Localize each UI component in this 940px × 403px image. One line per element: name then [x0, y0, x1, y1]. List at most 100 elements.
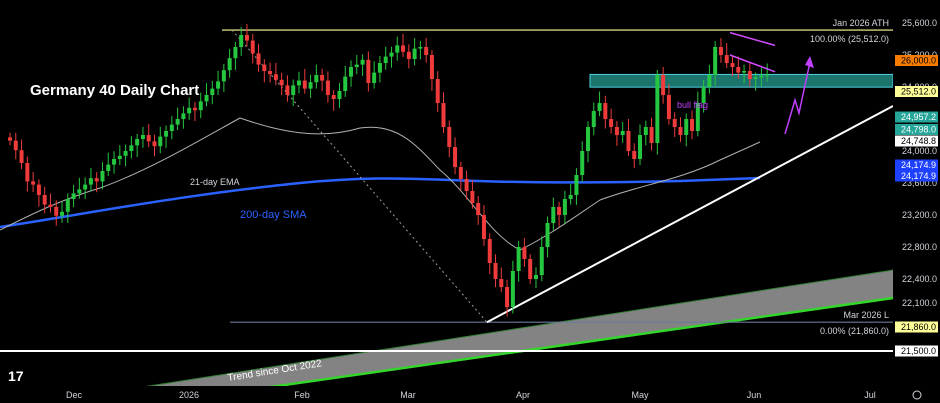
candle-body [747, 71, 752, 79]
candle-body [42, 195, 47, 205]
price-tag-label: 21,860.0 [901, 322, 936, 332]
candle-body [112, 159, 117, 165]
chart-title: Germany 40 Daily Chart [30, 82, 199, 99]
candle-body [106, 164, 111, 171]
trend-channel-upper [39, 269, 894, 403]
candle-body [574, 175, 579, 195]
candle-body [83, 184, 88, 190]
candle-body [730, 63, 735, 67]
candle-body [60, 211, 65, 216]
candle-body [198, 101, 203, 111]
price-tag-label: 24,748.8 [901, 136, 936, 146]
candle-body [695, 103, 700, 131]
candle-body [291, 85, 296, 95]
bull-flag-upper [729, 31, 776, 47]
candle-body [742, 71, 747, 73]
candle-body [753, 77, 758, 79]
candle-body [129, 145, 134, 151]
candle-body [487, 239, 492, 263]
price-tag-label: 26,000.0 [901, 56, 936, 66]
candle-body [389, 52, 394, 57]
candle-body [48, 204, 53, 207]
candle-body [372, 72, 377, 83]
x-tick-label: Mar [400, 390, 416, 400]
ema-label: 21-day EMA [190, 177, 240, 187]
candle-body [481, 215, 486, 239]
candle-body [239, 35, 244, 47]
y-tick-label: 24,000.0 [902, 146, 937, 156]
candle-body [192, 107, 197, 111]
y-tick-label: 22,400.0 [902, 274, 937, 284]
candle-body [678, 127, 683, 135]
candle-body [707, 75, 712, 87]
svg-text:17: 17 [8, 368, 24, 384]
candle-body [684, 119, 689, 135]
candle-body [649, 127, 654, 143]
candle-body [453, 147, 458, 167]
candle-body [181, 113, 186, 119]
price-tag-label: 24,798.0 [901, 125, 936, 135]
candle-body [204, 95, 209, 102]
candle-body [221, 70, 226, 82]
candle-body [690, 119, 695, 131]
projection-arrow [784, 61, 811, 135]
candle-body [164, 131, 169, 137]
settings-icon [912, 390, 922, 400]
candle-body [36, 184, 41, 195]
candle-body [250, 40, 255, 54]
y-tick-label: 22,100.0 [902, 298, 937, 308]
candle-body [297, 80, 301, 86]
x-axis-background [0, 386, 940, 403]
candle-body [505, 287, 510, 307]
candle-body [638, 135, 643, 159]
price-tag [895, 55, 938, 66]
candle-body [175, 119, 180, 125]
candle-body [71, 193, 76, 199]
x-tick-label: May [631, 390, 649, 400]
price-tag-label: 24,174.9 [901, 160, 936, 170]
x-tick-label: Feb [294, 390, 310, 400]
candle-body [146, 135, 151, 142]
candle-body [586, 127, 590, 151]
candle-body [528, 259, 533, 279]
ema-21-line [0, 117, 761, 251]
candle-body [135, 139, 140, 146]
candle-body [759, 75, 764, 78]
candle-body [424, 47, 429, 55]
candle-body [591, 111, 596, 127]
tradingview-logo: 17 [8, 368, 24, 384]
x-tick-label: Jun [747, 390, 762, 400]
candle-body [609, 119, 614, 127]
price-tag [895, 321, 938, 333]
candle-body [597, 103, 602, 111]
price-tag-label: 21,500.0 [901, 346, 936, 356]
candle-body [169, 124, 174, 131]
candle-body [152, 141, 157, 147]
candle-body [672, 119, 677, 127]
candle-body [279, 79, 284, 86]
candle-body [302, 80, 307, 89]
candle-body [8, 137, 12, 141]
x-tick-label: Jul [864, 390, 876, 400]
y-tick-label: 23,600.0 [902, 178, 937, 188]
x-tick-label: Dec [66, 390, 83, 400]
candle-body [603, 103, 608, 119]
candle-body [545, 223, 550, 247]
candle-body [522, 247, 527, 259]
candle-body [765, 74, 770, 76]
price-tag-label: 24,957.2 [901, 112, 936, 122]
candle-body [655, 75, 660, 143]
y-axis-background [893, 0, 940, 403]
candle-body [285, 85, 290, 95]
candle-body [354, 64, 359, 67]
fib-level-label: 0.00% (21,860.0) [820, 326, 889, 336]
candle-body [366, 59, 371, 83]
candle-body [377, 63, 382, 73]
candle-body [256, 53, 261, 65]
candle-body [626, 131, 631, 151]
candle-body [476, 203, 481, 215]
candle-body [510, 271, 515, 307]
candle-body [88, 178, 93, 185]
price-tag [895, 159, 938, 171]
candle-body [429, 55, 434, 79]
